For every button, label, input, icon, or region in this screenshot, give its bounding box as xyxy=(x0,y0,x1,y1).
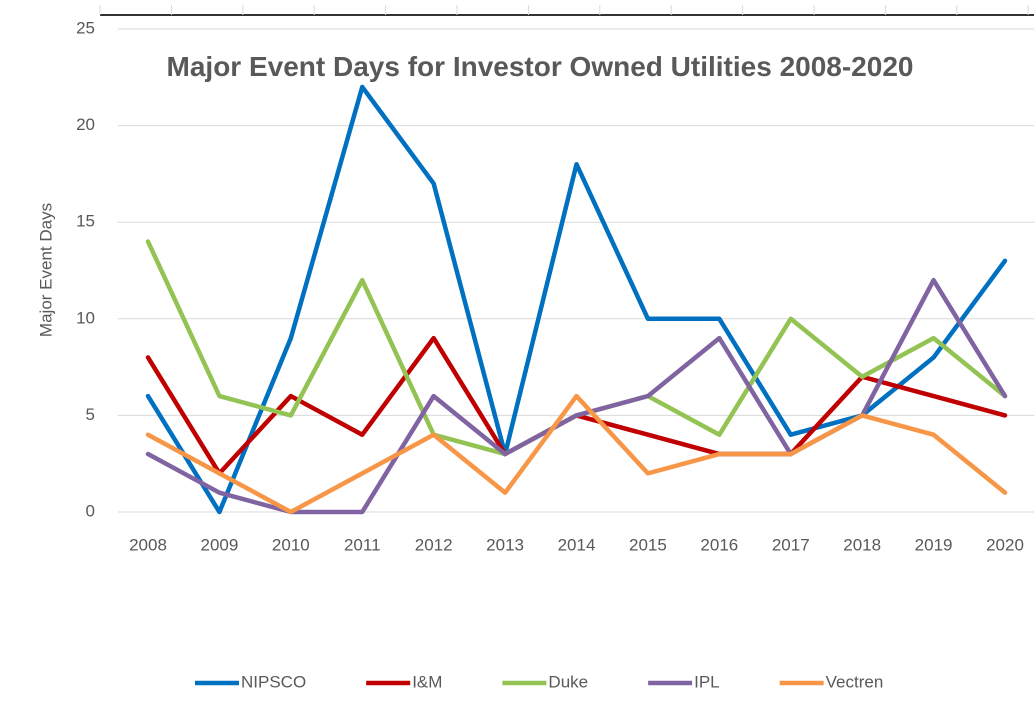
x-tick-label: 2017 xyxy=(772,535,810,554)
x-tick-label: 2013 xyxy=(486,535,524,554)
series-line xyxy=(145,393,1008,515)
legend-label: Vectren xyxy=(826,672,884,691)
y-axis-label: Major Event Days xyxy=(36,203,55,337)
y-tick-label: 10 xyxy=(76,308,95,327)
y-tick-label: 25 xyxy=(76,18,95,37)
chart-title: Major Event Days for Investor Owned Util… xyxy=(166,51,914,82)
x-tick-label: 2014 xyxy=(558,535,596,554)
x-tick-label: 2009 xyxy=(201,535,239,554)
x-tick-label: 2016 xyxy=(700,535,738,554)
legend-label: I&M xyxy=(412,672,442,691)
x-tick-label: 2018 xyxy=(843,535,881,554)
y-tick-label: 5 xyxy=(86,405,95,424)
y-tick-label: 0 xyxy=(86,501,95,520)
x-tick-label: 2012 xyxy=(415,535,453,554)
x-tick-label: 2008 xyxy=(129,535,167,554)
x-tick-label: 2020 xyxy=(986,535,1024,554)
y-tick-label: 15 xyxy=(76,212,95,231)
x-tick-label: 2015 xyxy=(629,535,667,554)
legend-label: NIPSCO xyxy=(241,672,306,691)
series-line xyxy=(145,84,1008,515)
y-tick-label: 20 xyxy=(76,115,95,134)
x-tick-label: 2010 xyxy=(272,535,310,554)
x-tick-label: 2019 xyxy=(915,535,953,554)
x-tick-label: 2011 xyxy=(344,535,381,554)
legend-label: IPL xyxy=(694,672,720,691)
series-line xyxy=(145,239,1008,457)
legend-label: Duke xyxy=(548,672,588,691)
